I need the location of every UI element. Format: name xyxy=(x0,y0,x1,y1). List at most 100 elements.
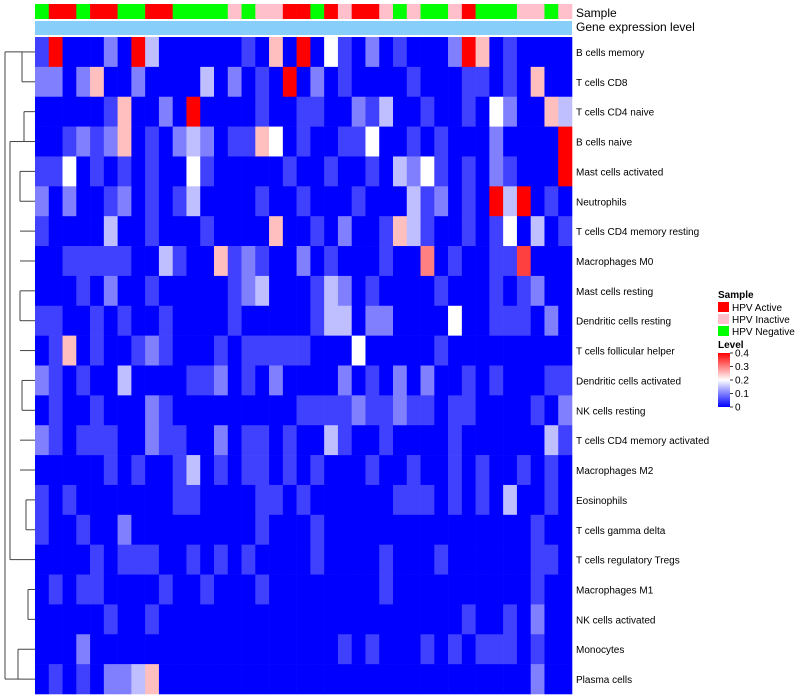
heatmap-cell xyxy=(145,186,160,217)
heatmap-cell xyxy=(35,275,50,307)
heatmap-cell xyxy=(296,246,311,277)
heatmap-cell xyxy=(48,514,63,545)
heatmap-cell xyxy=(269,66,284,98)
heatmap-cell xyxy=(103,365,118,396)
heatmap-cell xyxy=(558,395,573,426)
heatmap-cell xyxy=(172,604,187,635)
heatmap-cell xyxy=(489,365,504,396)
heatmap-cell xyxy=(241,664,256,695)
heatmap-cell xyxy=(90,365,105,396)
heatmap-cell xyxy=(448,216,463,247)
heatmap-cell xyxy=(90,126,105,157)
heatmap-cell xyxy=(282,365,297,396)
heatmap-cell xyxy=(158,246,173,277)
heatmap-cell xyxy=(131,604,146,635)
heatmap-cell xyxy=(90,335,105,366)
heatmap-cell xyxy=(310,514,325,545)
heatmap-cell xyxy=(76,66,91,98)
heatmap-cell xyxy=(434,186,449,217)
heatmap-cell xyxy=(158,126,173,157)
heatmap-cell xyxy=(62,275,77,307)
heatmap-cell xyxy=(214,425,229,456)
heatmap-cell xyxy=(48,305,63,336)
heatmap-cell xyxy=(90,275,105,307)
heatmap-cell xyxy=(117,186,132,217)
heatmap-cell xyxy=(214,544,229,575)
heatmap-cell xyxy=(365,455,380,486)
heatmap-cell xyxy=(475,96,490,127)
heatmap-cell xyxy=(379,544,394,575)
heatmap-cell xyxy=(76,544,91,575)
heatmap-cell xyxy=(310,216,325,247)
heatmap-cell xyxy=(310,126,325,157)
heatmap-cell xyxy=(186,395,201,426)
heatmap-cell xyxy=(310,664,325,695)
heatmap-cell xyxy=(475,305,490,336)
heatmap-cell xyxy=(489,634,504,665)
heatmap-cell xyxy=(62,514,77,545)
heatmap-cell xyxy=(503,455,518,486)
heatmap-cell xyxy=(296,126,311,157)
heatmap-cell xyxy=(489,544,504,575)
heatmap-cell xyxy=(558,335,573,366)
heatmap-cell xyxy=(76,37,91,68)
heatmap-cell xyxy=(282,126,297,157)
heatmap-cell xyxy=(337,365,352,396)
heatmap-cell xyxy=(48,156,63,187)
heatmap-cell xyxy=(158,395,173,426)
heatmap-cell xyxy=(269,425,284,456)
heatmap-cell xyxy=(310,186,325,217)
heatmap-cell xyxy=(324,156,339,187)
heatmap-cell xyxy=(131,156,146,187)
heatmap-cell xyxy=(448,365,463,396)
heatmap-cell xyxy=(76,664,91,695)
heatmap-cell xyxy=(365,305,380,336)
heatmap-cell xyxy=(324,425,339,456)
heatmap-cell xyxy=(158,335,173,366)
heatmap-cell xyxy=(379,664,394,695)
heatmap-cell xyxy=(227,66,242,98)
row-label: Macrophages M0 xyxy=(576,257,654,268)
heatmap-cell xyxy=(296,216,311,247)
heatmap-cell xyxy=(255,126,270,157)
heatmap-cell xyxy=(393,275,408,307)
heatmap-cell xyxy=(48,335,63,366)
heatmap-cell xyxy=(337,156,352,187)
heatmap-cell xyxy=(241,305,256,336)
sample-annotation-cell xyxy=(269,4,284,19)
heatmap-cell xyxy=(117,365,132,396)
heatmap-cell xyxy=(227,544,242,575)
heatmap-cell xyxy=(310,305,325,336)
heatmap-cell xyxy=(503,634,518,665)
heatmap-cell xyxy=(48,275,63,307)
sample-annotation-cell xyxy=(145,4,160,19)
row-label: Macrophages M1 xyxy=(576,585,654,596)
heatmap-cell xyxy=(503,186,518,217)
track-label-sample: Sample xyxy=(576,6,617,20)
heatmap-cell xyxy=(420,186,435,217)
heatmap-cell xyxy=(558,455,573,486)
heatmap-cell xyxy=(489,186,504,217)
heatmap-cell xyxy=(76,96,91,127)
heatmap-cell xyxy=(214,514,229,545)
heatmap-cell xyxy=(227,246,242,277)
heatmap-cell xyxy=(324,186,339,217)
heatmap-cell xyxy=(365,37,380,68)
heatmap-cell xyxy=(448,604,463,635)
sample-annotation-cell xyxy=(489,4,504,19)
heatmap-cell xyxy=(282,335,297,366)
heatmap-cell xyxy=(131,425,146,456)
heatmap-cell xyxy=(158,455,173,486)
heatmap-cell xyxy=(158,574,173,605)
sample-annotation-cell xyxy=(393,4,408,19)
heatmap-cell xyxy=(310,395,325,426)
heatmap-cell xyxy=(186,66,201,98)
heatmap-cell xyxy=(103,634,118,665)
heatmap-cell xyxy=(200,246,215,277)
heatmap-cell xyxy=(530,425,545,456)
heatmap-cell xyxy=(241,216,256,247)
heatmap-cell xyxy=(475,455,490,486)
heatmap-cell xyxy=(103,96,118,127)
heatmap-cell xyxy=(544,216,559,247)
heatmap-cell xyxy=(337,664,352,695)
